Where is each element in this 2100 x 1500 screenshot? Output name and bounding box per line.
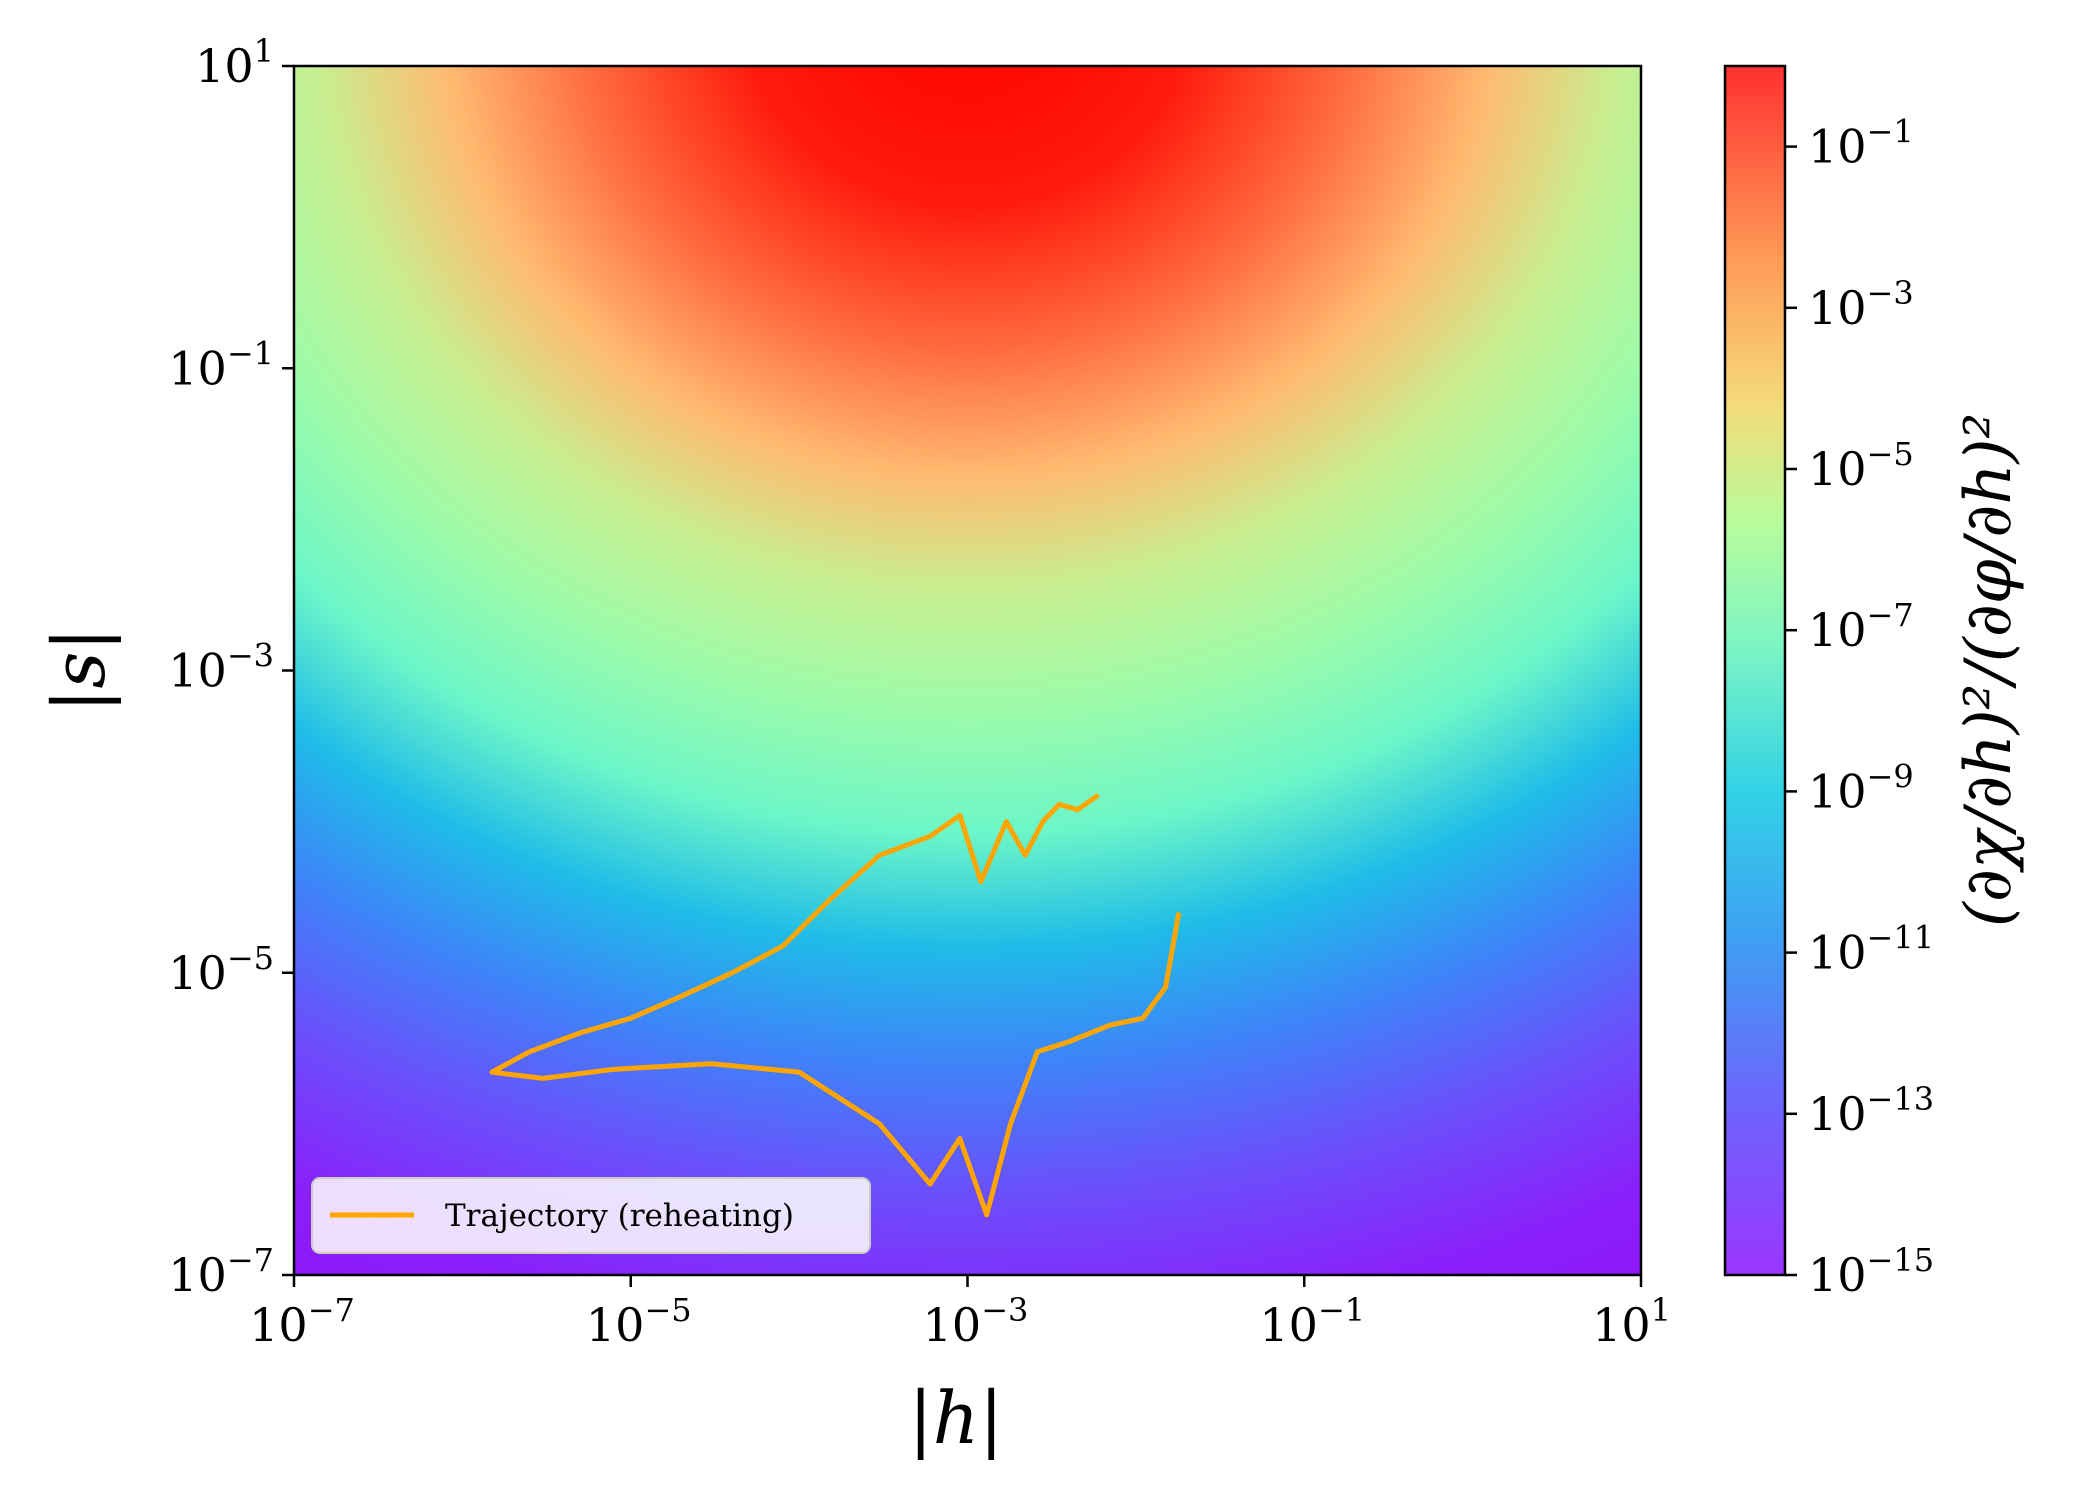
colorbar-tick-label-base: 10 — [1808, 764, 1867, 818]
colorbar-tick-label-base: 10 — [1808, 281, 1867, 335]
x-tick-label-exponent: 1 — [1651, 1291, 1671, 1329]
colorbar-tick-label: 10−11 — [1808, 919, 1934, 980]
colorbar-tick-label: 10−9 — [1808, 757, 1914, 818]
y-tick-label: 10−3 — [168, 637, 274, 698]
colorbar-tick-label-base: 10 — [1808, 1087, 1867, 1141]
y-tick-label: 10−7 — [168, 1241, 274, 1302]
y-tick-label: 10−1 — [168, 334, 274, 395]
x-tick-label: 10−3 — [923, 1291, 1029, 1352]
x-tick-label: 10−7 — [249, 1291, 355, 1352]
colorbar-tick-label-exponent: −5 — [1867, 435, 1914, 473]
x-tick-label: 10−1 — [1259, 1291, 1365, 1352]
colorbar-tick-label: 10−3 — [1808, 274, 1914, 335]
heatmap — [294, 66, 1641, 1275]
colorbar-tick-label: 10−1 — [1808, 113, 1914, 174]
y-tick-label-exponent: −5 — [227, 939, 274, 977]
y-tick-label-base: 10 — [168, 946, 227, 1000]
legend-box — [311, 1177, 871, 1254]
x-tick-label-base: 10 — [1592, 1298, 1651, 1352]
colorbar-tick-label-base: 10 — [1808, 1248, 1867, 1302]
x-tick-label-base: 10 — [923, 1298, 982, 1352]
y-axis-label: |s| — [37, 627, 121, 712]
colorbar-tick-label-exponent: −1 — [1867, 113, 1914, 151]
colorbar-tick-label-exponent: −3 — [1867, 274, 1914, 312]
colorbar-tick-label-exponent: −15 — [1867, 1241, 1935, 1279]
y-tick-label-exponent: −3 — [227, 637, 274, 675]
y-tick-label-exponent: 1 — [254, 32, 274, 70]
y-tick-label-exponent: −1 — [227, 334, 274, 372]
y-tick-label-exponent: −7 — [227, 1241, 274, 1279]
colorbar-tick-label-base: 10 — [1808, 120, 1867, 174]
legend: Trajectory (reheating) — [311, 1177, 871, 1254]
colorbar-tick-label-base: 10 — [1808, 603, 1867, 657]
y-tick-label-base: 10 — [168, 341, 227, 395]
legend-label: Trajectory (reheating) — [445, 1198, 794, 1234]
x-tick-label: 101 — [1592, 1291, 1671, 1352]
colorbar-tick-label-exponent: −9 — [1867, 757, 1914, 795]
y-tick-label-base: 10 — [168, 1248, 227, 1302]
colorbar-tick-label: 10−13 — [1808, 1080, 1934, 1141]
x-axis-label: |h| — [909, 1376, 1004, 1460]
x-tick-label-exponent: −3 — [981, 1291, 1028, 1329]
x-tick-label-base: 10 — [1259, 1298, 1318, 1352]
x-tick-label-base: 10 — [586, 1298, 645, 1352]
colorbar-tick-label: 10−15 — [1808, 1241, 1934, 1302]
y-tick-label: 101 — [195, 32, 274, 93]
x-axis: 10−7 10−5 10−3 10−1 101 — [249, 1275, 1671, 1352]
colorbar-tick-label-exponent: −11 — [1867, 919, 1935, 957]
x-tick-label-base: 10 — [249, 1298, 308, 1352]
x-tick-label-exponent: −1 — [1318, 1291, 1365, 1329]
y-tick-label-base: 10 — [168, 644, 227, 698]
x-tick-label: 10−5 — [586, 1291, 692, 1352]
x-tick-label-exponent: −7 — [308, 1291, 355, 1329]
colorbar-tick-label-exponent: −7 — [1867, 596, 1914, 634]
colorbar-tick-label-base: 10 — [1808, 926, 1867, 980]
colorbar — [1723, 64, 1787, 1277]
colorbar-tick-label: 10−5 — [1808, 435, 1914, 496]
colorbar-tick-label: 10−7 — [1808, 596, 1914, 657]
colorbar-label: (∂χ/∂h)²/(∂φ/∂h)² — [1952, 413, 2026, 927]
y-tick-label: 10−5 — [168, 939, 274, 1000]
trajectory-line — [489, 792, 1182, 1218]
colorbar-tick-label-base: 10 — [1808, 442, 1867, 496]
x-tick-label-exponent: −5 — [644, 1291, 691, 1329]
colorbar-tick-label-exponent: −13 — [1867, 1080, 1935, 1118]
y-tick-label-base: 10 — [195, 39, 254, 93]
